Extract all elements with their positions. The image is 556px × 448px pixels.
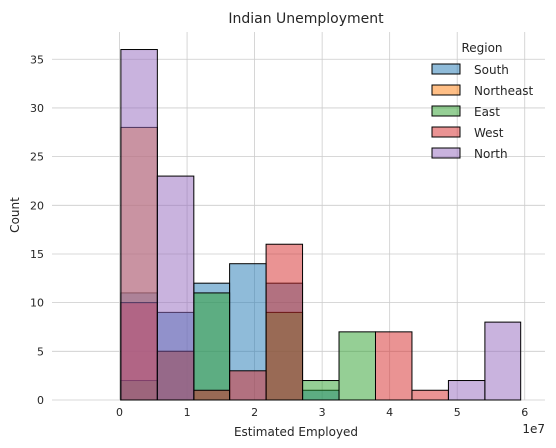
legend-title: Region <box>461 41 502 55</box>
bar-north <box>484 321 522 401</box>
bar-north <box>447 380 486 401</box>
axes: 0 1 2 3 4 5 6 0 5 10 15 20 25 30 35 <box>30 53 528 419</box>
y-tick-label: 30 <box>30 102 44 115</box>
legend-label: North <box>474 147 508 161</box>
series-north <box>120 49 522 401</box>
x-offset-label: 1e7 <box>522 422 545 436</box>
y-tick-label: 15 <box>30 248 44 261</box>
y-tick-label: 10 <box>30 297 44 310</box>
x-tick-label: 4 <box>386 406 393 419</box>
bar-west <box>265 243 304 401</box>
y-tick-label: 25 <box>30 151 44 164</box>
x-tick-label: 5 <box>454 406 461 419</box>
x-tick-label: 6 <box>521 406 528 419</box>
legend-item: West <box>431 126 504 140</box>
y-tick-label: 0 <box>37 394 44 407</box>
legend-label: West <box>474 126 504 140</box>
bar-west <box>374 331 413 401</box>
legend-swatch <box>431 63 461 75</box>
legend-item: Northeast <box>431 84 534 98</box>
bar-east <box>338 331 376 401</box>
chart-title: Indian Unemployment <box>228 11 384 27</box>
x-tick-label: 1 <box>184 406 191 419</box>
legend-swatch <box>431 147 461 159</box>
legend-swatch <box>431 126 461 138</box>
y-tick-label: 20 <box>30 199 44 212</box>
y-axis-label: Count <box>8 197 22 233</box>
bar-north <box>156 175 195 401</box>
y-tick-label: 35 <box>30 53 44 66</box>
legend-label: East <box>474 105 500 119</box>
legend-swatch <box>431 105 461 117</box>
legend-swatch <box>431 84 461 96</box>
bar-west <box>193 389 231 401</box>
bars <box>120 49 522 401</box>
bar-east <box>302 380 340 401</box>
y-tick-label: 5 <box>37 345 44 358</box>
legend: Region South Northeast East West North <box>431 41 534 161</box>
x-axis-label: Estimated Employed <box>234 425 358 439</box>
x-tick-label: 2 <box>251 406 258 419</box>
bar-west <box>411 389 449 401</box>
legend-item: North <box>431 147 508 161</box>
bar-east <box>193 292 231 401</box>
bar-west <box>229 370 267 401</box>
legend-item: East <box>431 105 500 119</box>
legend-label: South <box>474 63 509 77</box>
x-tick-label: 3 <box>319 406 326 419</box>
legend-label: Northeast <box>474 84 534 98</box>
bar-north <box>120 49 158 401</box>
x-tick-label: 0 <box>116 406 123 419</box>
legend-item: South <box>431 63 509 77</box>
